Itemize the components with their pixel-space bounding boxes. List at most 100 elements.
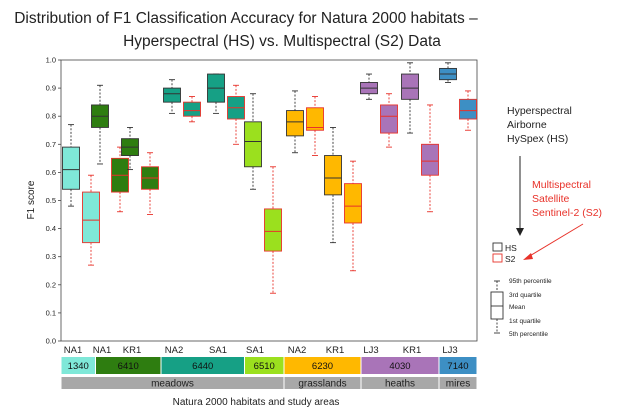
habitat-code-cell <box>161 357 244 374</box>
hs-box-4 <box>207 73 225 114</box>
hs-note-line2: Airborne <box>507 119 547 131</box>
hs-box-9 <box>401 62 419 134</box>
habitat-group-cell <box>61 377 284 389</box>
s2-box-2 <box>141 152 159 216</box>
s2-note-line2: Satellite <box>532 193 570 205</box>
s2-box-7-box <box>344 183 362 224</box>
y-tick-label: 0.8 <box>46 112 56 121</box>
x-category-label: NA1 <box>93 345 111 356</box>
s2-box-10 <box>459 90 477 131</box>
habitat-code-label: 6230 <box>312 361 333 372</box>
y-axis: 0.0 0.1 0.2 0.3 0.4 0.5 0.6 0.7 0.8 0.9 1.0 <box>46 56 61 346</box>
key-mean-label: Mean <box>509 304 526 311</box>
key-box <box>490 291 504 320</box>
s2-box-5-box <box>264 208 282 252</box>
habitat-group-label: meadows <box>151 379 194 390</box>
hs-box-6-box <box>286 110 304 137</box>
s2-box-3 <box>183 96 201 123</box>
key-p5-label: 5th percentile <box>509 331 548 338</box>
habitat-group-row: meadows grasslands heaths mires <box>61 377 477 390</box>
legend-hs-label: HS <box>505 243 517 253</box>
habitat-code-label: 6510 <box>254 361 275 372</box>
hs-note-line3: HySpex (HS) <box>507 133 568 145</box>
legend-hs-swatch <box>492 242 503 252</box>
x-category-label: KR1 <box>123 345 141 356</box>
habitat-group-label: mires <box>446 379 470 390</box>
s2-box-0 <box>82 174 100 266</box>
x-category-label: SA1 <box>246 345 264 356</box>
y-tick-label: 0.7 <box>46 140 56 149</box>
y-tick-label: 0.4 <box>46 224 56 233</box>
hs-box-5 <box>244 93 262 190</box>
habitat-code-cell <box>284 357 361 374</box>
s2-box-5 <box>264 166 282 294</box>
key-q3-label: 3rd quartile <box>509 292 542 299</box>
key-q1-label: 1st quartile <box>509 318 541 325</box>
s2-box-3-box <box>183 101 201 117</box>
habitat-code-row: 1340 6410 6440 6510 6230 4030 7140 <box>61 357 477 374</box>
s2-box-8-box <box>380 104 398 134</box>
s2-box-6-box <box>306 107 324 131</box>
y-tick-label: 0.6 <box>46 168 56 177</box>
y-axis-label: F1 score <box>26 180 37 219</box>
habitat-group-label: heaths <box>385 379 415 390</box>
s2-note-line3: Sentinel-2 (S2) <box>532 207 602 219</box>
habitat-code-cell <box>439 357 477 374</box>
habitat-code-label: 6440 <box>192 361 213 372</box>
hs-box-9-box <box>401 73 419 100</box>
habitat-group-cell <box>284 377 361 389</box>
x-category-label: NA2 <box>288 345 306 356</box>
y-tick-label: 0.9 <box>46 84 56 93</box>
habitat-code-label: 4030 <box>389 361 410 372</box>
hs-box-7 <box>324 126 342 244</box>
y-tick-label: 0.0 <box>46 337 56 346</box>
y-tick-label: 0.1 <box>46 308 56 317</box>
x-category-label: NA1 <box>64 345 82 356</box>
x-category-label: LJ3 <box>442 345 457 356</box>
habitat-code-label: 6410 <box>118 361 139 372</box>
habitat-code-cell <box>61 357 95 374</box>
hs-box-5-box <box>244 121 262 168</box>
habitat-code-label: 1340 <box>68 361 89 372</box>
box-key: 95th percentile 3rd quartile Mean 1st qu… <box>490 278 552 338</box>
s2-arrow-head <box>523 253 533 260</box>
s2-box-6 <box>306 96 324 156</box>
y-tick-label: 0.5 <box>46 196 56 205</box>
s2-box-9 <box>421 104 439 213</box>
y-tick-label: 0.2 <box>46 280 56 289</box>
y-tick-label: 0.3 <box>46 252 56 261</box>
chart-title-line1: Distribution of F1 Classification Accura… <box>14 10 478 27</box>
s2-box-0-box <box>82 191 100 244</box>
hs-arrow-head <box>516 228 524 236</box>
s2-box-1 <box>111 146 129 213</box>
hs-box-6 <box>286 90 304 154</box>
s2-annotation: Multispectral Satellite Sentinel-2 (S2) <box>523 179 602 260</box>
hs-box-1 <box>91 84 109 165</box>
x-category-label: KR1 <box>403 345 421 356</box>
key-p95-label: 95th percentile <box>509 278 552 285</box>
hs-box-0-box <box>62 146 80 190</box>
s2-box-9-box <box>421 143 439 176</box>
hs-annotation: Hyperspectral Airborne HySpex (HS) <box>507 105 572 236</box>
habitat-code-cell <box>96 357 161 374</box>
habitat-code-cell <box>361 357 439 374</box>
chart-title-line2: Hyperspectral (HS) vs. Multispectral (S2… <box>123 33 441 50</box>
s2-box-10-box <box>459 98 477 120</box>
hs-box-0 <box>62 124 80 207</box>
x-axis-label: Natura 2000 habitats and study areas <box>173 397 340 408</box>
legend: HS S2 <box>492 242 517 264</box>
plot-frame <box>60 59 478 342</box>
x-category-label: NA2 <box>165 345 183 356</box>
habitat-code-label: 7140 <box>447 361 468 372</box>
x-category-label: SA1 <box>209 345 227 356</box>
s2-box-8 <box>380 93 398 148</box>
hs-box-8 <box>360 73 378 100</box>
x-category-label: LJ3 <box>363 345 378 356</box>
habitat-code-cell <box>245 357 284 374</box>
s2-box-4 <box>227 84 245 145</box>
hs-box-7-box <box>324 155 342 196</box>
hs-box-3 <box>163 79 181 114</box>
habitat-group-cell <box>439 377 477 389</box>
hs-box-10 <box>439 62 457 83</box>
